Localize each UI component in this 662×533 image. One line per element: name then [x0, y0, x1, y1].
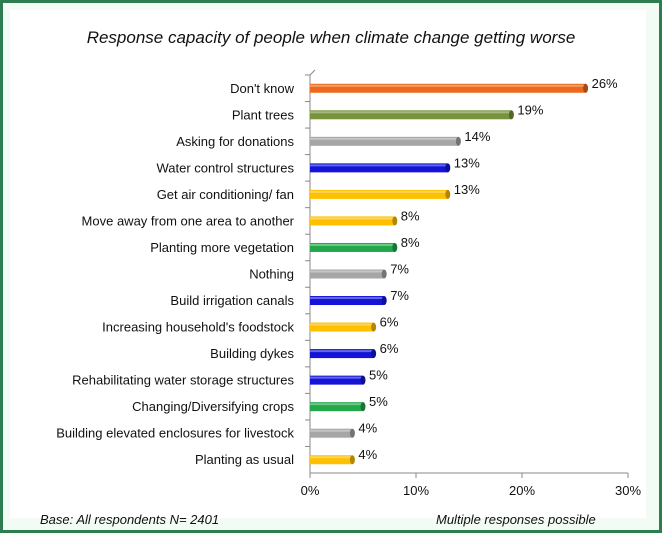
value-label: 4% — [358, 421, 377, 436]
x-tick-label: 30% — [615, 483, 641, 498]
bar-highlight — [310, 84, 586, 87]
category-label: Building elevated enclosures for livesto… — [56, 426, 294, 441]
value-label: 26% — [592, 76, 618, 91]
bar-highlight — [310, 243, 395, 246]
category-label: Nothing — [249, 267, 294, 282]
category-label: Don't know — [230, 81, 295, 96]
bar — [310, 136, 461, 146]
bar-cap — [371, 349, 377, 359]
category-label: Build irrigation canals — [170, 293, 294, 308]
value-label: 13% — [454, 155, 480, 170]
x-tick-label: 10% — [403, 483, 429, 498]
x-tick-label: 0% — [301, 483, 320, 498]
category-label: Planting as usual — [195, 452, 294, 467]
bar-body — [310, 242, 395, 252]
bar — [310, 110, 514, 120]
bar-body — [310, 189, 448, 199]
bar-highlight — [310, 429, 353, 432]
bar-body — [310, 375, 363, 385]
value-label: 13% — [454, 182, 480, 197]
value-label: 5% — [369, 368, 388, 383]
value-label: 8% — [401, 235, 420, 250]
bar-highlight — [310, 456, 353, 459]
bar — [310, 242, 398, 252]
bar-body — [310, 269, 385, 279]
responses-note: Multiple responses possible — [436, 512, 596, 527]
bar-highlight — [310, 190, 448, 193]
category-label: Increasing household's foodstock — [102, 320, 294, 335]
value-label: 7% — [390, 288, 409, 303]
value-label: 14% — [464, 129, 490, 144]
bar — [310, 83, 589, 93]
bar-highlight — [310, 350, 374, 353]
bar — [310, 349, 377, 359]
chart-title: Response capacity of people when climate… — [86, 28, 576, 47]
axis-depth-line — [309, 69, 316, 76]
category-label: Changing/Diversifying crops — [132, 399, 294, 414]
value-label: 6% — [380, 315, 399, 330]
bar — [310, 163, 451, 173]
bar-cap — [349, 428, 355, 438]
bar-cap — [381, 296, 387, 306]
bar-highlight — [310, 137, 459, 140]
value-label: 5% — [369, 394, 388, 409]
bar-body — [310, 110, 512, 120]
bar-cap — [360, 402, 366, 412]
bar-body — [310, 296, 385, 306]
value-label: 8% — [401, 208, 420, 223]
bar-cap — [583, 83, 589, 93]
value-label: 6% — [380, 341, 399, 356]
base-note: Base: All respondents N= 2401 — [40, 512, 220, 527]
bar-body — [310, 455, 353, 465]
bar-highlight — [310, 323, 374, 326]
bar-body — [310, 428, 353, 438]
bar-cap — [508, 110, 514, 120]
value-label: 4% — [358, 447, 377, 462]
bar — [310, 269, 387, 279]
bar — [310, 296, 387, 306]
bar — [310, 402, 366, 412]
bar-cap — [349, 455, 355, 465]
bar-body — [310, 216, 395, 226]
bar-cap — [392, 216, 398, 226]
bar-cap — [371, 322, 377, 332]
category-label: Get air conditioning/ fan — [157, 187, 294, 202]
category-label: Building dykes — [210, 346, 294, 361]
bar — [310, 375, 366, 385]
category-label: Asking for donations — [176, 134, 294, 149]
bar-cap — [445, 163, 451, 173]
bar-cap — [392, 242, 398, 252]
bar-body — [310, 163, 448, 173]
category-label: Planting more vegetation — [150, 240, 294, 255]
bar-body — [310, 136, 459, 146]
bar-highlight — [310, 270, 385, 273]
bar — [310, 455, 355, 465]
bar-cap — [381, 269, 387, 279]
bar — [310, 322, 377, 332]
bar-highlight — [310, 217, 395, 220]
bar-highlight — [310, 403, 363, 406]
bar-body — [310, 322, 374, 332]
bar-highlight — [310, 297, 385, 300]
bar-body — [310, 83, 586, 93]
category-label: Water control structures — [156, 160, 294, 175]
value-label: 7% — [390, 262, 409, 277]
bar-highlight — [310, 164, 448, 167]
bar-body — [310, 349, 374, 359]
x-tick-label: 20% — [509, 483, 535, 498]
category-label: Plant trees — [232, 107, 295, 122]
bar — [310, 216, 398, 226]
bar-body — [310, 402, 363, 412]
bar-highlight — [310, 111, 512, 114]
bar-cap — [445, 189, 451, 199]
bar — [310, 428, 355, 438]
value-label: 19% — [517, 102, 543, 117]
category-label: Move away from one area to another — [82, 213, 295, 228]
bar-cap — [455, 136, 461, 146]
category-label: Rehabilitating water storage structures — [72, 373, 294, 388]
bar — [310, 189, 451, 199]
bar-cap — [360, 375, 366, 385]
bar-highlight — [310, 376, 363, 379]
